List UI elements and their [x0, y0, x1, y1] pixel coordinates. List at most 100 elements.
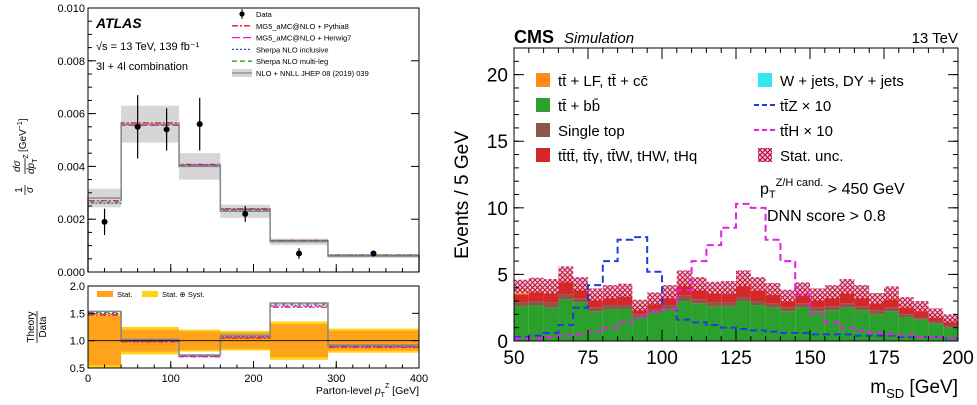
legend-label: tt̄ + LF, tt̄ + cc̄: [558, 73, 649, 90]
stat-unc-band: [928, 308, 944, 318]
stat-unc-band: [795, 282, 810, 296]
stack-bar: [662, 305, 677, 310]
y-tick-label: 0.002: [57, 214, 85, 226]
stack-bar: [780, 311, 796, 341]
stack-bar: [632, 314, 648, 318]
x-tick-label: 100: [162, 373, 180, 385]
stack-bar: [928, 321, 944, 324]
stack-bar: [706, 302, 722, 307]
stack-bar: [588, 311, 603, 341]
stack-bar: [721, 302, 736, 307]
energy-label: √s = 13 TeV, 139 fb⁻¹: [96, 41, 200, 53]
stack-bar: [795, 303, 810, 308]
ratio-y-tick-label: 1.0: [70, 336, 85, 348]
stack-bar: [913, 317, 929, 320]
stat-unc-band: [721, 281, 736, 295]
stat-unc-band: [573, 277, 588, 291]
y-label-dpt: dpTZ: [23, 154, 39, 174]
x-tick-label: 300: [327, 373, 345, 385]
ratio-label-den: Data: [38, 316, 49, 338]
stack-bar: [765, 294, 781, 304]
data-point: [370, 250, 377, 257]
stack-bar: [558, 299, 574, 341]
stack-bar: [795, 307, 810, 341]
stack-bar: [588, 307, 603, 312]
stack-bar: [691, 299, 707, 304]
stack-bar: [617, 309, 633, 341]
stack-bar: [647, 313, 662, 341]
stack-bar: [632, 317, 648, 341]
stack-bar: [647, 301, 662, 310]
stack-bar: [884, 298, 899, 308]
stack-bar: [662, 295, 677, 306]
stack-bar: [721, 306, 736, 341]
ratio-legend-label: Stat.: [117, 290, 132, 299]
legend-label: NLO + NNLL JHEP 08 (2019) 039: [256, 69, 369, 78]
atlas-chart: 0.000 0.002 0.004 0.006 0.008 0.010 1 σ dσ dpTZ [G…: [0, 0, 430, 400]
stat-unc-band: [943, 314, 958, 323]
stack-bar: [573, 302, 588, 341]
stack-bar: [514, 294, 529, 303]
stack-bar: [869, 302, 884, 311]
legend-label: tt̄ + bb̄: [558, 98, 600, 115]
legend-swatch: [536, 123, 550, 137]
legend-label: tt̄tt̄, tt̄γ, tt̄W, tHW, tHq: [558, 148, 697, 165]
y-axis-label: 1 σ dσ dpTZ [GeV−1]: [12, 118, 39, 195]
stack-bar: [617, 294, 633, 306]
x-axis-label: mSD [GeV]: [870, 377, 958, 400]
legend-swatch: [536, 98, 550, 112]
signal-line: [514, 202, 958, 340]
stat-unc-band: [765, 283, 781, 296]
stack-bar: [691, 289, 707, 300]
stat-unc-band: [898, 297, 914, 308]
ratio-label-num: Theory: [26, 311, 37, 342]
stat-unc-band: [913, 301, 929, 312]
stack-bar: [736, 283, 751, 298]
legend-label: W + jets, DY + jets: [780, 73, 904, 90]
stack-bar: [854, 310, 870, 341]
stack-bar: [869, 314, 884, 341]
y-label-sigma: σ: [25, 186, 36, 193]
x-tick-label: 100: [646, 348, 678, 369]
stack-bar: [869, 310, 884, 315]
x-tick-label: 125: [720, 348, 752, 369]
stack-bar: [810, 298, 825, 308]
stack-bar: [839, 307, 855, 341]
y-tick-label: 15: [487, 132, 508, 153]
stack-bar: [839, 303, 855, 308]
atlas-chart-svg: 0.000 0.002 0.004 0.006 0.008 0.010 1 σ dσ dpTZ [G…: [12, 3, 428, 399]
stack-bar: [514, 302, 529, 307]
stack-bar: [573, 289, 588, 299]
stat-unc-band: [824, 285, 840, 299]
y-tick-label: 5: [497, 265, 508, 286]
simulation-label: Simulation: [564, 30, 634, 47]
atlas-label: ATLAS: [95, 15, 142, 31]
y-label-dsigma: dσ: [12, 159, 23, 172]
stack-bar: [543, 291, 559, 303]
stack-bar: [736, 301, 751, 341]
y-tick-label: 20: [487, 66, 508, 87]
stack-bar: [750, 301, 766, 306]
y-tick-label: 0.006: [57, 109, 85, 121]
x-tick-label: 50: [503, 348, 524, 369]
stack-bar: [810, 311, 825, 341]
data-point: [242, 210, 249, 217]
x-tick-label: 200: [942, 348, 974, 369]
stat-unc-band: [736, 270, 751, 287]
stack-bar: [676, 295, 692, 302]
stack-bar: [662, 309, 677, 341]
stack-bar: [884, 307, 899, 312]
stat-unc-band: [514, 279, 529, 294]
x-tick-label: 400: [410, 373, 428, 385]
y-axis-label: Events / 5 GeV: [452, 131, 473, 259]
ratio-y-tick-label: 0.5: [70, 363, 85, 375]
stack-bar: [765, 303, 781, 308]
legend-label: Sherpa NLO inclusive: [256, 45, 329, 54]
legend-label: tt̄Z × 10: [780, 98, 831, 115]
stat-unc-band: [854, 285, 870, 299]
stat-unc-band: [676, 270, 692, 287]
stack-bar: [528, 301, 544, 306]
legend-label: Sherpa NLO multi-leg: [256, 57, 328, 66]
stack-bar: [736, 297, 751, 302]
ratio-legend-label: Stat. ⊕ Syst.: [162, 290, 205, 299]
